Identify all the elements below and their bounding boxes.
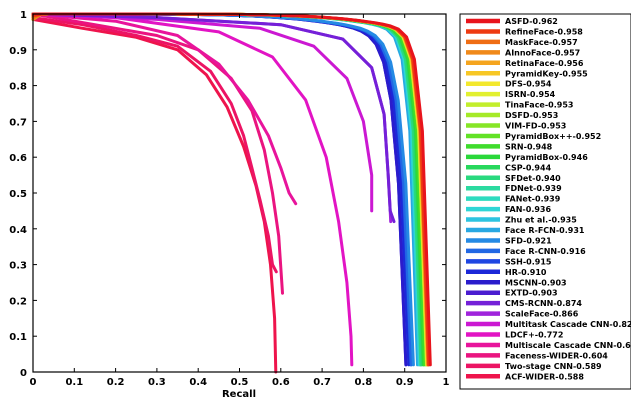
- legend-label: VIM-FD-0.953: [505, 122, 566, 131]
- series-line: [31, 12, 374, 213]
- legend-box: [459, 13, 631, 390]
- legend-label: FAN-0.936: [505, 205, 551, 214]
- legend-label: ASFD-0.962: [505, 17, 558, 26]
- y-tick-label: 0.1: [9, 332, 27, 343]
- x-axis-label: Recall: [222, 389, 256, 400]
- y-tick-label: 0.7: [9, 117, 27, 128]
- legend-label: FANet-0.939: [505, 195, 561, 204]
- series-line: [31, 17, 278, 374]
- series-line: [31, 16, 278, 274]
- legend-label: CSP-0.944: [505, 163, 552, 172]
- legend-label: PyramidBox++-0.952: [505, 132, 601, 141]
- y-tick-label: 0.6: [9, 153, 27, 164]
- legend-label: PyramidBox-0.946: [505, 153, 588, 162]
- legend-label: CMS-RCNN-0.874: [505, 299, 582, 308]
- x-tick-label: 1: [443, 377, 450, 388]
- legend-label: Multiscale Cascade CNN-0.636: [505, 341, 631, 350]
- legend-label: AInnoFace-0.957: [505, 48, 580, 57]
- x-tick-label: 0.4: [189, 377, 207, 388]
- legend-label: ScaleFace-0.866: [505, 310, 579, 319]
- x-tick-label: 0.3: [148, 377, 166, 388]
- x-tick-label: 0.9: [396, 377, 414, 388]
- legend-label: Two-stage CNN-0.589: [505, 362, 602, 371]
- series-line: [31, 12, 298, 206]
- legend-label: Face R-CNN-0.916: [505, 247, 586, 256]
- legend-label: SFDet-0.940: [505, 174, 561, 183]
- legend-label: SRN-0.948: [505, 142, 553, 151]
- legend-label: TinaFace-0.953: [505, 101, 573, 110]
- legend-label: LDCF+-0.772: [505, 331, 563, 340]
- legend-label: Faceness-WIDER-0.604: [505, 351, 608, 360]
- legend-label: DFS-0.954: [505, 80, 552, 89]
- y-tick-label: 0: [20, 368, 27, 379]
- legend-label: Multitask Cascade CNN-0.820: [505, 320, 631, 329]
- y-tick-label: 0.8: [9, 82, 27, 93]
- legend-label: SSH-0.915: [505, 257, 552, 266]
- legend-label: Zhu et al.-0.935: [505, 216, 577, 225]
- y-tick-label: 1: [20, 10, 27, 21]
- y-tick-label: 0.4: [9, 225, 27, 236]
- legend-label: ACF-WIDER-0.588: [505, 372, 584, 381]
- x-tick-label: 0.7: [313, 377, 331, 388]
- legend-label: EXTD-0.903: [505, 289, 558, 298]
- series-line: [31, 12, 396, 224]
- x-tick-label: 0.6: [272, 377, 290, 388]
- axis-ticks: 0 0.1 0.2 0.3 0.4 0.5 0.6 0.7 0.8 0.9 1 0 0.1 0.2 0.3 0…: [9, 10, 449, 388]
- x-tick-label: 0: [30, 377, 37, 388]
- series-line: [31, 12, 354, 367]
- y-tick-label: 0.3: [9, 261, 27, 272]
- legend-label: ISRN-0.954: [505, 90, 556, 99]
- x-tick-label: 0.8: [355, 377, 373, 388]
- y-tick-label: 0.9: [9, 46, 27, 57]
- y-tick-label: 0.5: [9, 189, 27, 200]
- legend-label: PyramidKey-0.955: [505, 69, 588, 78]
- y-tick-label: 0.2: [9, 296, 27, 307]
- legend-label: FDNet-0.939: [505, 184, 562, 193]
- legend-label: SFD-0.921: [505, 236, 552, 245]
- legend-label: RefineFace-0.958: [505, 27, 583, 36]
- legend-label: MSCNN-0.903: [505, 278, 567, 287]
- x-tick-label: 0.1: [65, 377, 83, 388]
- legend-label: RetinaFace-0.956: [505, 59, 584, 68]
- legend-label: HR-0.910: [505, 268, 547, 277]
- legend-label: DSFD-0.953: [505, 111, 558, 120]
- x-tick-label: 0.2: [107, 377, 125, 388]
- legend-label: Face R-FCN-0.931: [505, 226, 585, 235]
- legend-label: MaskFace-0.957: [505, 38, 578, 47]
- x-tick-label: 0.5: [231, 377, 249, 388]
